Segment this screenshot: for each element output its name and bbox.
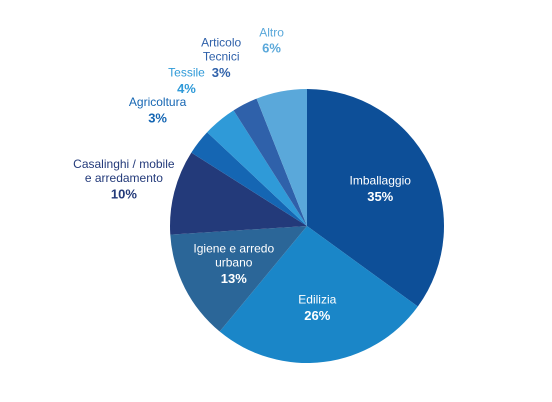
slice-label: Edilizia [298, 293, 336, 307]
label-line: Agricoltura [129, 95, 187, 109]
slice-label: Igiene e arredo urbano [193, 241, 274, 269]
slice-label: Altro [259, 25, 284, 39]
label-line: Tecnici [203, 50, 240, 64]
slice-label: Imballaggio [350, 174, 412, 188]
slice-label: Articolo Tecnici [201, 36, 241, 64]
pie-slice [191, 132, 307, 226]
pie-slice [219, 226, 418, 363]
slice-value: 13% [221, 271, 247, 286]
label-line: Igiene e arredo [193, 241, 274, 255]
label-line: Articolo [201, 36, 241, 50]
slice-value: 26% [304, 308, 330, 323]
slice-label: Agricoltura [129, 95, 187, 109]
pie-slice [170, 226, 307, 332]
label-line: Casalinghi / mobile [73, 157, 175, 171]
label-line: Altro [259, 25, 284, 39]
label-line: Imballaggio [350, 174, 412, 188]
slice-value: 10% [111, 186, 137, 201]
pie-slice [170, 152, 307, 235]
pie-slice [233, 98, 307, 226]
pie-slice [256, 89, 307, 226]
pie-slice [207, 110, 307, 226]
slice-value: 6% [262, 41, 281, 56]
slice-label: Casalinghi / mobile e arredamento [73, 157, 175, 185]
label-line: Edilizia [298, 293, 336, 307]
slice-value: 35% [367, 189, 393, 204]
label-line: urbano [215, 255, 253, 269]
slice-value: 4% [177, 81, 196, 96]
label-line: Tessile [168, 65, 205, 79]
slice-label: Tessile [168, 65, 205, 79]
pie-slice [307, 89, 444, 307]
slice-value: 3% [212, 65, 231, 80]
slice-value: 3% [148, 111, 167, 126]
label-line: e arredamento [85, 171, 163, 185]
